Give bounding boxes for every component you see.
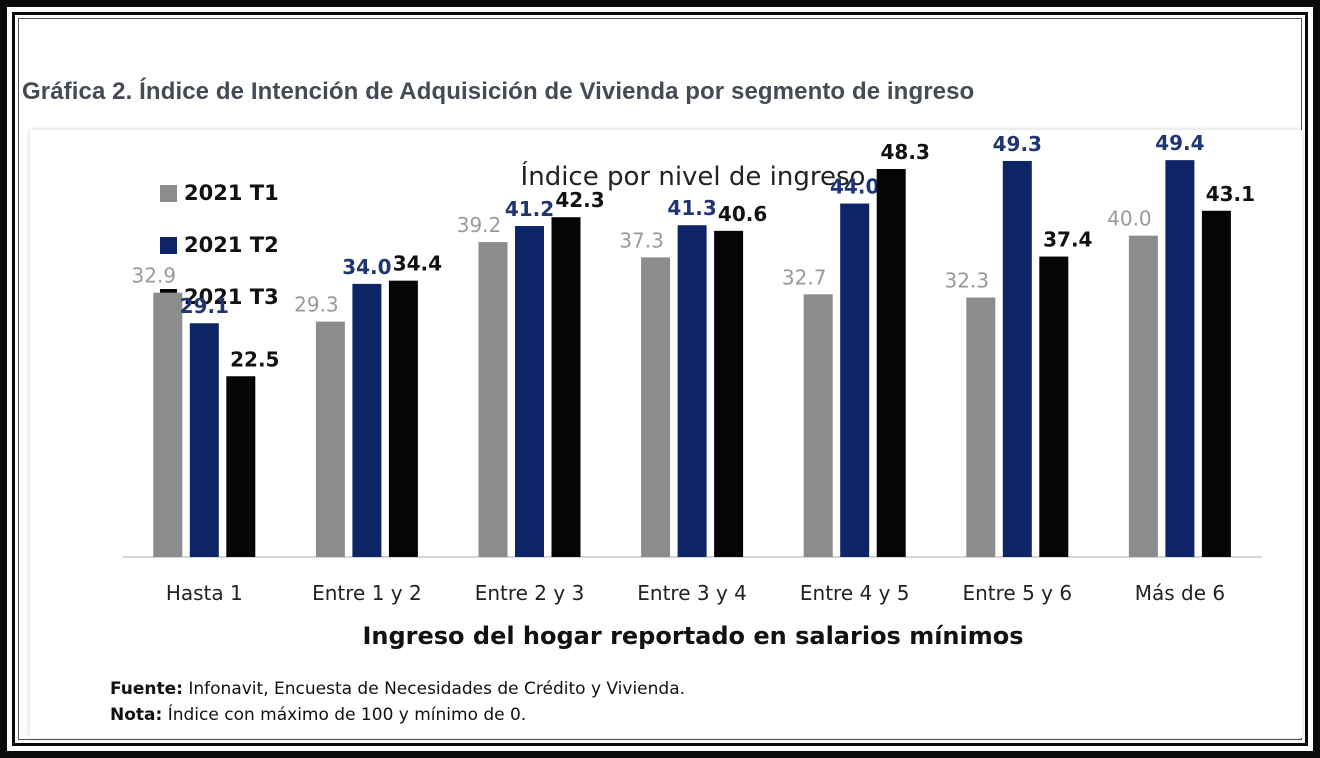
note-text: Índice con máximo de 100 y mínimo de 0. bbox=[162, 705, 527, 725]
data-label-2-5: 44.0 bbox=[830, 175, 879, 199]
category-label-2: Entre 1 y 2 bbox=[312, 581, 422, 605]
bar-2-6 bbox=[1002, 160, 1032, 557]
chart-title: Índice por nivel de ingreso bbox=[520, 162, 866, 192]
data-label-2-4: 41.3 bbox=[667, 196, 716, 220]
bar-3-2 bbox=[388, 280, 418, 557]
bar-1-7 bbox=[1128, 235, 1158, 557]
data-label-1-2: 29.3 bbox=[294, 293, 339, 317]
page-heading: Gráfica 2. Índice de Intención de Adquis… bbox=[22, 78, 975, 105]
category-label-7: Más de 6 bbox=[1135, 581, 1225, 605]
bar-2-7 bbox=[1165, 160, 1195, 558]
chart-legend: 2021 T1 2021 T2 2021 T3 bbox=[160, 178, 279, 334]
data-label-1-1: 32.9 bbox=[132, 264, 177, 288]
legend-label-t1: 2021 T1 bbox=[184, 181, 279, 205]
data-label-3-4: 40.6 bbox=[718, 202, 767, 226]
legend-item-t1: 2021 T1 bbox=[160, 178, 279, 208]
data-label-1-7: 40.0 bbox=[1107, 207, 1152, 231]
data-label-2-3: 41.2 bbox=[505, 197, 554, 221]
bar-3-5 bbox=[876, 168, 906, 558]
data-label-2-2: 34.0 bbox=[342, 255, 391, 279]
bar-2-4 bbox=[677, 225, 707, 557]
data-label-3-6: 37.4 bbox=[1043, 228, 1092, 252]
bar-2-3 bbox=[515, 226, 544, 557]
bar-1-4 bbox=[641, 257, 671, 557]
bar-1-3 bbox=[478, 242, 508, 558]
index-note: Nota: Índice con máximo de 100 y mínimo … bbox=[110, 705, 685, 725]
category-label-5: Entre 4 y 5 bbox=[800, 581, 910, 605]
bar-1-6 bbox=[966, 297, 996, 557]
legend-label-t2: 2021 T2 bbox=[184, 233, 279, 257]
category-label-1: Hasta 1 bbox=[166, 581, 243, 605]
data-label-2-1: 29.1 bbox=[180, 294, 229, 318]
inner-frame bbox=[12, 12, 1308, 746]
source-note: Fuente: Infonavit, Encuesta de Necesidad… bbox=[110, 679, 685, 699]
x-axis-label: Ingreso del hogar reportado en salarios … bbox=[362, 622, 1024, 650]
data-label-3-2: 34.4 bbox=[393, 252, 442, 276]
data-label-3-5: 48.3 bbox=[881, 140, 930, 164]
bar-1-2 bbox=[315, 321, 345, 557]
data-label-3-7: 43.1 bbox=[1206, 182, 1255, 206]
bar-3-1 bbox=[226, 376, 256, 557]
source-label: Fuente: bbox=[110, 679, 183, 699]
bar-2-5 bbox=[840, 203, 870, 558]
legend-swatch-t1 bbox=[160, 184, 177, 202]
source-text: Infonavit, Encuesta de Necesidades de Cr… bbox=[182, 679, 686, 699]
bar-3-6 bbox=[1039, 256, 1069, 557]
data-label-3-1: 22.5 bbox=[230, 347, 279, 371]
data-label-2-7: 49.4 bbox=[1155, 131, 1204, 155]
data-label-3-3: 42.3 bbox=[555, 188, 604, 212]
category-label-3: Entre 2 y 3 bbox=[475, 581, 585, 605]
legend-swatch-t2 bbox=[160, 236, 177, 254]
category-label-4: Entre 3 y 4 bbox=[637, 581, 747, 605]
legend-item-t2: 2021 T2 bbox=[160, 230, 279, 260]
category-label-6: Entre 5 y 6 bbox=[962, 581, 1072, 605]
chart-notes: Fuente: Infonavit, Encuesta de Necesidad… bbox=[110, 679, 685, 731]
bar-3-3 bbox=[551, 217, 581, 557]
data-label-2-6: 49.3 bbox=[993, 132, 1042, 156]
data-label-1-4: 37.3 bbox=[619, 228, 664, 252]
legend-label-t3: 2021 T3 bbox=[184, 285, 279, 309]
bar-3-7 bbox=[1201, 210, 1231, 557]
bar-2-2 bbox=[352, 283, 382, 557]
bar-2-1 bbox=[189, 323, 219, 557]
bar-3-4 bbox=[714, 230, 744, 557]
data-label-1-6: 32.3 bbox=[945, 269, 990, 293]
bar-1-1 bbox=[153, 292, 183, 557]
note-label: Nota: bbox=[110, 705, 163, 725]
data-label-1-5: 32.7 bbox=[782, 265, 827, 289]
data-label-1-3: 39.2 bbox=[457, 213, 502, 237]
bar-1-5 bbox=[803, 294, 833, 557]
